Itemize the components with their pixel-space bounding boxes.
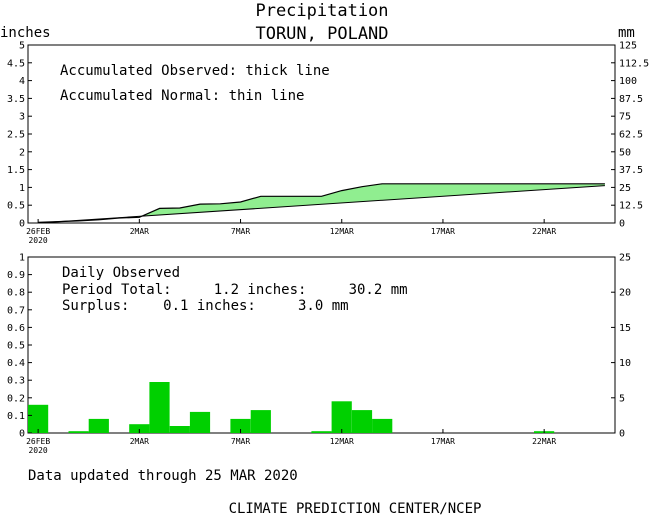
accumulated-panel: 0 0.5 1 1.5 2 2.5 3 3.5 4 4.5 5 0 12.5 25 37.5 50 62.5 7…: [7, 41, 649, 246]
chart-title: Precipitation: [255, 1, 388, 21]
daily-x-tick-label: 22MAR: [532, 437, 556, 446]
daily-x-tick-label: 17MAR: [431, 437, 455, 446]
accumulated-x-tick-label: 7MAR: [231, 227, 250, 236]
daily-left-tick-label: 0.4: [7, 358, 25, 369]
daily-bar: [230, 418, 251, 433]
daily-bar: [68, 431, 89, 433]
daily-bar: [351, 410, 373, 433]
accumulated-left-tick-label: 4.5: [7, 58, 25, 69]
daily-left-tick-label: 0.2: [7, 393, 25, 404]
accumulated-right-tick-label: 37.5: [619, 165, 643, 176]
surplus-note: Surplus: 0.1 inches: 3.0 mm: [62, 298, 349, 314]
data-updated-note: Data updated through 25 MAR 2020: [28, 468, 298, 484]
credit-line: CLIMATE PREDICTION CENTER/NCEP: [229, 501, 482, 517]
accumulated-x-tick-label: 2MAR: [130, 227, 149, 236]
daily-x-tick-label: 12MAR: [330, 437, 354, 446]
accumulated-left-tick-label: 1.5: [7, 165, 25, 176]
daily-right-axis: 0 5 10 15 20 25: [611, 253, 631, 440]
daily-bar: [250, 410, 271, 433]
daily-bar: [189, 411, 211, 433]
daily-right-tick-label: 0: [619, 429, 625, 440]
accumulated-x-tick-label: 12MAR: [330, 227, 354, 236]
accumulated-right-tick-label: 75: [619, 112, 631, 123]
daily-bar: [372, 418, 393, 433]
daily-left-tick-label: 0.1: [7, 411, 25, 422]
daily-bar: [129, 424, 150, 433]
accumulated-right-tick-label: 125: [619, 41, 637, 52]
daily-bar: [331, 401, 352, 433]
accumulated-left-tick-label: 3: [19, 112, 25, 123]
daily-left-tick-label: 0.6: [7, 323, 25, 334]
accumulated-right-tick-label: 50: [619, 147, 631, 158]
accumulated-left-tick-label: 4: [19, 76, 25, 87]
daily-left-tick-label: 1: [19, 253, 25, 264]
accumulated-x-year-label: 2020: [28, 236, 47, 245]
accumulated-x-tick-label: 26FEB: [26, 227, 50, 236]
daily-left-tick-label: 0.8: [7, 288, 25, 299]
right-unit-label: mm: [618, 25, 635, 41]
daily-right-tick-label: 10: [619, 358, 631, 369]
daily-left-tick-label: 0: [19, 429, 25, 440]
accumulated-right-tick-label: 100: [619, 76, 637, 87]
accumulated-left-tick-label: 1: [19, 183, 25, 194]
accumulated-right-tick-label: 25: [619, 183, 631, 194]
daily-left-axis: 0 0.1 0.2 0.3 0.4 0.5 0.6 0.7 0.8 0.9 1: [7, 253, 32, 440]
daily-x-tick-label: 26FEB: [26, 437, 50, 446]
daily-left-tick-label: 0.5: [7, 341, 25, 352]
daily-left-tick-label: 0.9: [7, 270, 25, 281]
accumulated-right-tick-label: 87.5: [619, 94, 643, 105]
accumulated-x-axis: 26FEB 2MAR 7MAR 12MAR 17MAR 22MAR 2020: [26, 219, 556, 245]
daily-left-tick-label: 0.7: [7, 305, 25, 316]
accumulated-left-tick-label: 3.5: [7, 94, 25, 105]
daily-left-tick-label: 0.3: [7, 376, 25, 387]
accumulated-right-tick-label: 62.5: [619, 130, 643, 141]
daily-right-tick-label: 15: [619, 323, 631, 334]
left-unit-label: inches: [0, 25, 51, 41]
accumulated-right-tick-label: 0: [619, 219, 625, 230]
daily-x-tick-label: 7MAR: [231, 437, 250, 446]
accumulated-left-tick-label: 2.5: [7, 130, 25, 141]
daily-bar: [149, 382, 170, 433]
accumulated-right-axis: 0 12.5 25 37.5 50 62.5 75 87.5 100 112.5 125: [611, 41, 649, 230]
accumulated-left-tick-label: 2: [19, 147, 25, 158]
accumulated-observed-note: Accumulated Observed: thick line: [60, 63, 330, 79]
accumulated-right-tick-label: 112.5: [619, 58, 649, 69]
daily-bar: [311, 431, 332, 433]
daily-right-tick-label: 20: [619, 288, 631, 299]
accumulated-normal-line: [38, 185, 605, 224]
accumulated-right-tick-label: 12.5: [619, 201, 643, 212]
accumulated-x-tick-label: 22MAR: [532, 227, 556, 236]
daily-x-axis: 26FEB 2MAR 7MAR 12MAR 17MAR 22MAR 2020: [26, 429, 556, 455]
daily-right-tick-label: 25: [619, 253, 631, 264]
daily-bars-layer: [28, 382, 555, 433]
accumulated-observed-line: [38, 183, 605, 223]
accumulated-left-axis: 0 0.5 1 1.5 2 2.5 3 3.5 4 4.5 5: [7, 41, 32, 230]
daily-bar: [88, 418, 109, 433]
daily-x-year-label: 2020: [28, 446, 47, 455]
daily-bar: [169, 426, 190, 433]
accumulated-left-tick-label: 0: [19, 219, 25, 230]
accumulated-lines-layer: [38, 183, 605, 224]
daily-x-tick-label: 2MAR: [130, 437, 149, 446]
accumulated-left-tick-label: 0.5: [7, 201, 25, 212]
period-total-note: Period Total: 1.2 inches: 30.2 mm: [62, 282, 408, 298]
accumulated-left-tick-label: 5: [19, 41, 25, 52]
daily-observed-note: Daily Observed: [62, 265, 180, 281]
daily-bar: [28, 404, 49, 433]
daily-right-tick-label: 5: [619, 393, 625, 404]
accumulated-normal-note: Accumulated Normal: thin line: [60, 88, 304, 104]
accumulated-x-tick-label: 17MAR: [431, 227, 455, 236]
daily-panel: 0 0.1 0.2 0.3 0.4 0.5 0.6 0.7 0.8 0.9 1 0 5 10 15 20 25…: [7, 253, 631, 456]
chart-subtitle: TORUN, POLAND: [255, 24, 388, 44]
